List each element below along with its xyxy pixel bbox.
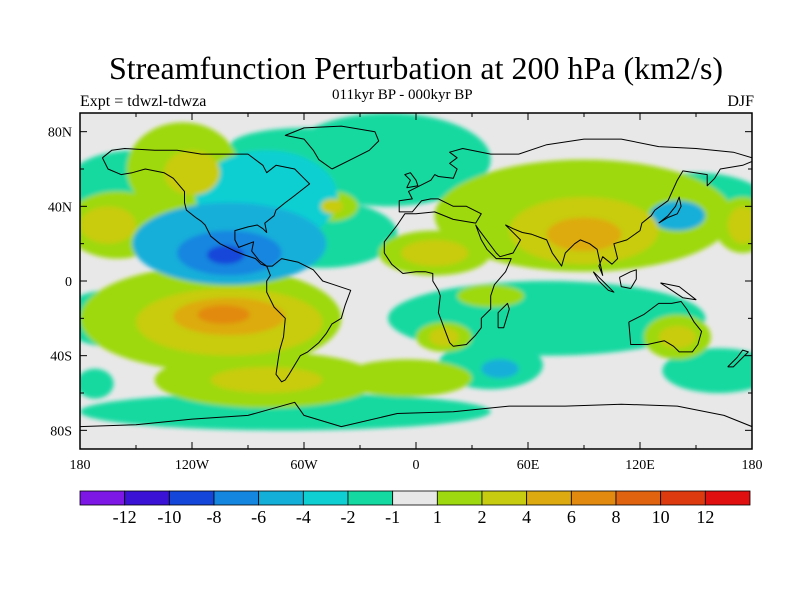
colorbar-swatch <box>347 490 394 506</box>
colorbar-label: -10 <box>157 507 181 527</box>
map-plot-area <box>80 113 752 449</box>
positive-contour-region <box>197 305 250 324</box>
colorbar-swatch <box>124 490 170 506</box>
colorbar-label: -8 <box>207 507 222 527</box>
positive-contour-region <box>658 325 696 349</box>
experiment-label: Expt = tdwzl-tdwza <box>80 93 207 110</box>
lon-tick-label: 180 <box>70 458 91 473</box>
lat-tick-label: 40S <box>50 350 72 365</box>
colorbar-label: 2 <box>478 507 487 527</box>
colorbar-label: 6 <box>567 507 576 527</box>
colorbar-swatch <box>213 490 260 506</box>
coastline-japan <box>658 196 682 224</box>
coastline-madagascar <box>497 302 510 329</box>
positive-contour-region <box>429 327 459 347</box>
coastline-uk <box>404 172 419 189</box>
coastline-south-america <box>266 258 352 383</box>
coastline-greenland <box>284 125 380 170</box>
colorbar-swatch <box>481 490 528 506</box>
lat-tick-label: 0 <box>65 275 72 290</box>
lon-tick-label: 60W <box>290 458 318 473</box>
colorbar: -12 -10 -8 -6 -4 -2 -1 1 2 4 6 8 10 12 <box>79 490 751 527</box>
colorbar-label: -4 <box>296 507 311 527</box>
chart-title: Streamfunction Perturbation at 200 hPa (… <box>108 50 724 86</box>
positive-contour-region <box>320 198 344 214</box>
coastline-new-zealand <box>727 349 749 368</box>
colorbar-swatch <box>79 490 126 506</box>
colorbar-label: 1 <box>433 507 442 527</box>
lon-tick-label: 120W <box>175 458 210 473</box>
coastline-new-guinea <box>660 282 697 301</box>
positive-contour-region <box>401 239 469 267</box>
colorbar-label: -6 <box>251 507 266 527</box>
latitude-axis: 80N 40N 0 40S 80S <box>48 126 752 439</box>
colorbar-label: -2 <box>341 507 356 527</box>
positive-contour-region <box>210 366 323 393</box>
colorbar-label: 12 <box>696 507 714 527</box>
colorbar-swatch <box>570 490 617 506</box>
colorbar-label: -1 <box>385 507 400 527</box>
negative-contour-region <box>649 200 706 231</box>
colorbar-swatch <box>526 490 572 506</box>
coastline-africa-eurasia <box>383 138 752 347</box>
colorbar-swatch <box>302 490 349 506</box>
negative-contour-region <box>206 245 245 265</box>
colorbar-swatch <box>704 490 751 506</box>
coastline-australia <box>628 301 703 353</box>
negative-contour-region <box>481 359 519 379</box>
streamfunction-contours <box>80 113 752 431</box>
colorbar-label: 10 <box>652 507 670 527</box>
positive-contour-region <box>727 206 752 244</box>
colorbar-label: -12 <box>113 507 137 527</box>
lat-tick-label: 40N <box>48 200 72 215</box>
colorbar-swatch <box>168 490 215 506</box>
coastline-borneo <box>619 269 637 289</box>
colorbar-swatch <box>436 490 483 506</box>
colorbar-label: 8 <box>612 507 621 527</box>
lon-tick-label: 120E <box>625 458 655 473</box>
negative-contour-region <box>662 348 752 393</box>
colorbar-swatch <box>615 490 662 506</box>
coastlines <box>80 125 752 428</box>
colorbar-label: 4 <box>522 507 531 527</box>
negative-contour-region <box>80 368 114 399</box>
coastline-north-america <box>101 148 311 267</box>
season-label: DJF <box>727 93 754 110</box>
lat-tick-label: 80N <box>48 126 72 141</box>
coastline-sumatra <box>592 271 615 293</box>
period-subtitle: 011kyr BP - 000kyr BP <box>332 87 473 103</box>
colorbar-swatch <box>660 490 706 506</box>
lat-tick-label: 80S <box>50 424 72 439</box>
coastline-antarctica <box>80 401 752 428</box>
positive-contour-region <box>80 206 136 244</box>
positive-contour-region <box>546 217 622 252</box>
colorbar-swatch <box>392 490 438 506</box>
lon-tick-label: 180 <box>742 458 763 473</box>
positive-contour-region <box>341 359 472 397</box>
colorbar-swatch <box>258 490 304 506</box>
longitude-axis: 180 120W 60W 0 60E 120E 180 <box>70 113 763 473</box>
positive-contour-region <box>164 150 220 196</box>
negative-contour-region <box>80 393 491 431</box>
lon-tick-label: 60E <box>517 458 540 473</box>
lon-tick-label: 0 <box>413 458 420 473</box>
